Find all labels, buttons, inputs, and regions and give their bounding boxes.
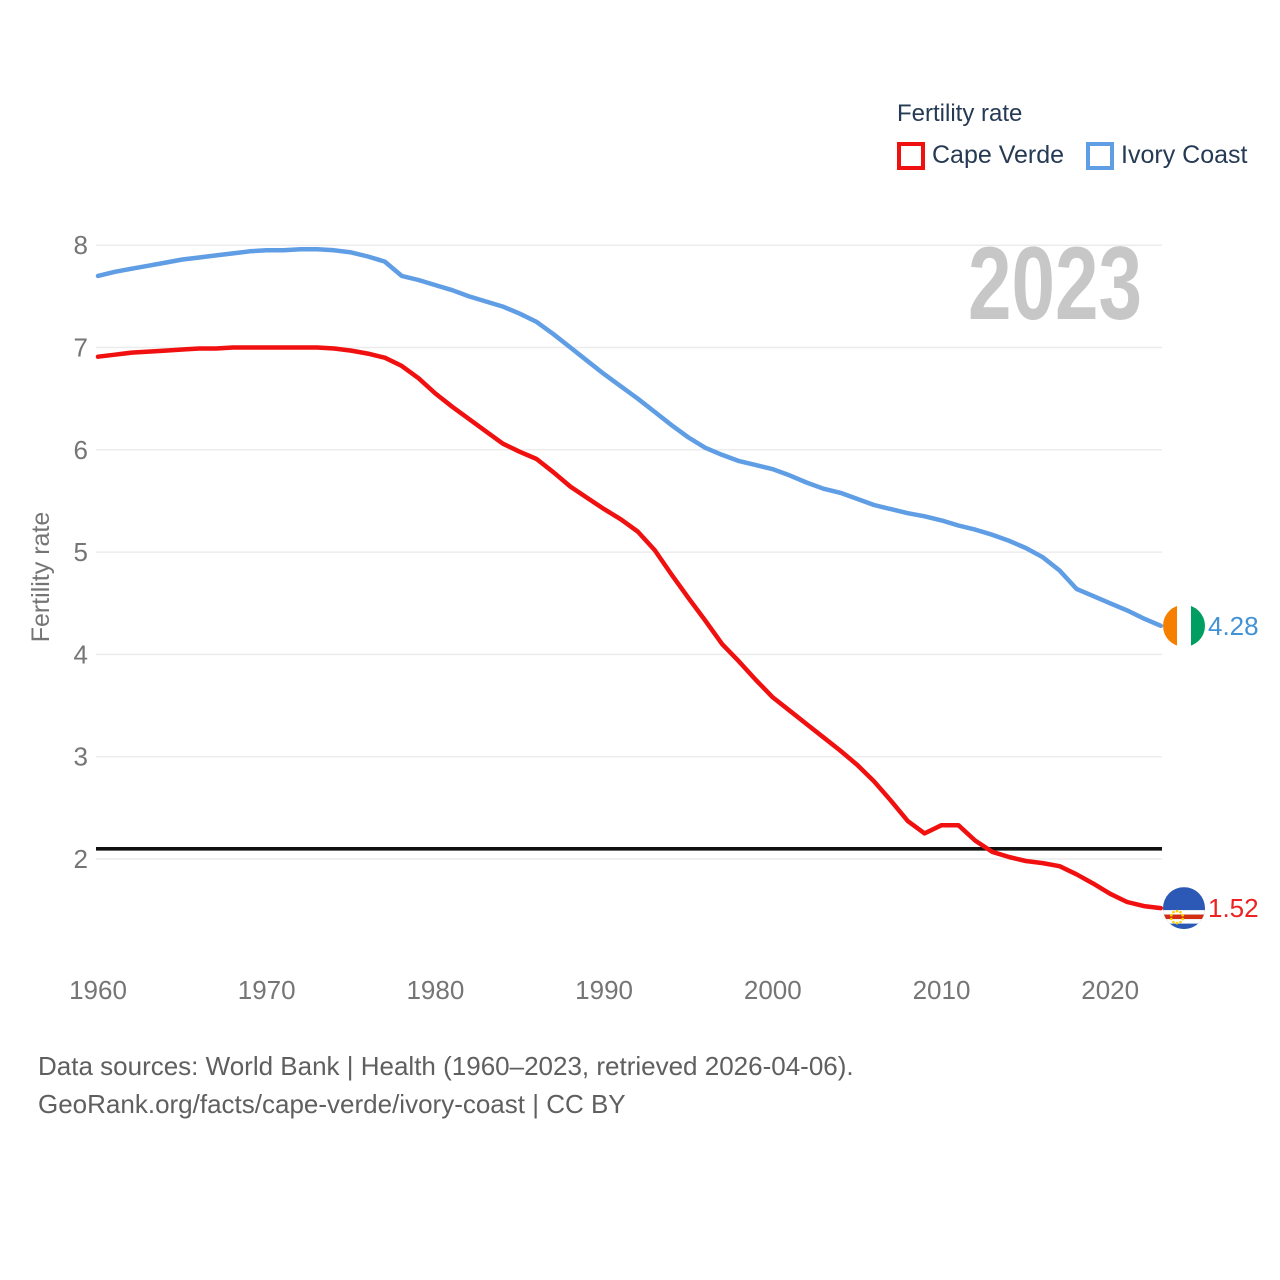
legend-item-ivory-coast[interactable]: Ivory Coast <box>1086 141 1247 170</box>
ivory-coast-line[interactable] <box>95 247 1164 629</box>
cape-verde-swatch-icon <box>897 141 925 170</box>
ivory-coast-swatch-icon <box>1086 141 1115 170</box>
legend-label-ivory-coast: Ivory Coast <box>1121 141 1248 169</box>
legend-item-cape-verde[interactable]: Cape Verde <box>897 141 1064 170</box>
y-tick-label: 7 <box>74 333 88 363</box>
data-sources-line1: Data sources: World Bank | Health (1960–… <box>38 1051 854 1081</box>
y-tick-label: 6 <box>74 435 88 465</box>
data-sources: Data sources: World Bank | Health (1960–… <box>38 1047 854 1123</box>
y-tick-label: 8 <box>74 230 88 260</box>
x-tick-label: 2020 <box>1081 975 1139 1005</box>
legend: Fertility rate Cape Verde Ivory Coast <box>897 100 1247 170</box>
y-tick-label: 5 <box>74 537 88 567</box>
x-tick-label: 2010 <box>913 975 971 1005</box>
year-watermark: 2023 <box>968 226 1142 342</box>
x-tick-label: 2000 <box>744 975 802 1005</box>
x-tick-label: 1980 <box>406 975 464 1005</box>
x-tick-label: 1970 <box>238 975 296 1005</box>
ivory-coast-end-value: 4.28 <box>1208 611 1259 641</box>
legend-items: Cape Verde Ivory Coast <box>897 141 1247 170</box>
x-tick-label: 1960 <box>69 975 127 1005</box>
cape-verde-flag-icon <box>1163 887 1205 930</box>
x-tick-label: 1990 <box>575 975 633 1005</box>
cape-verde-line[interactable] <box>95 345 1164 911</box>
legend-title: Fertility rate <box>897 100 1023 127</box>
ivory-coast-flag-icon <box>1163 604 1205 647</box>
y-tick-label: 2 <box>74 844 88 874</box>
data-sources-line2: GeoRank.org/facts/cape-verde/ivory-coast… <box>38 1089 626 1119</box>
y-tick-label: 3 <box>74 742 88 772</box>
cape-verde-end-value: 1.52 <box>1208 893 1259 923</box>
legend-label-cape-verde: Cape Verde <box>932 141 1065 169</box>
y-tick-label: 4 <box>74 639 88 669</box>
